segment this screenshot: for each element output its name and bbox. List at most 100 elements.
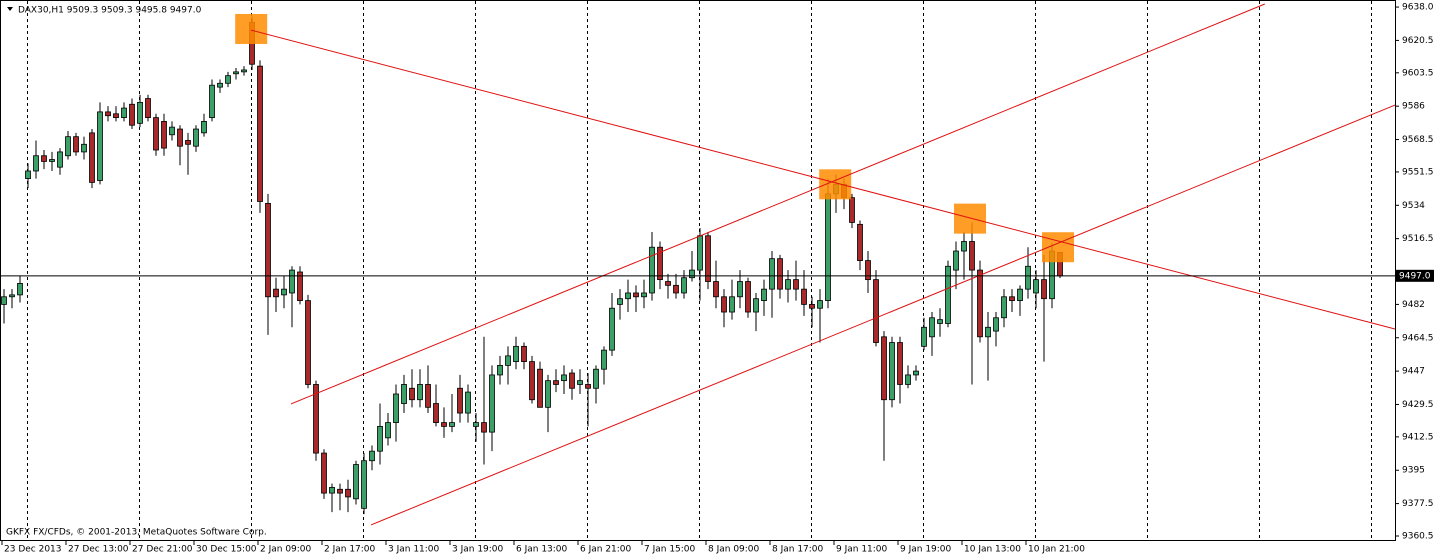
candle-body <box>217 82 223 88</box>
candle-body <box>1 296 7 305</box>
candle-body <box>505 355 511 366</box>
candle-body <box>17 283 23 296</box>
candle-body <box>593 368 599 389</box>
candle-body <box>177 128 183 147</box>
candle-body <box>737 281 743 298</box>
candle-body <box>889 342 895 401</box>
candle-body <box>305 300 311 385</box>
trend-line <box>290 3 1265 405</box>
candle-body <box>745 281 751 313</box>
x-tick-label: 7 Jan 15:00 <box>644 545 696 555</box>
candle-body <box>401 384 407 404</box>
candle-body <box>1041 279 1047 300</box>
candle-body <box>361 460 367 509</box>
trend-line <box>370 104 1396 526</box>
candle-body <box>409 387 415 401</box>
candle-body <box>817 300 823 309</box>
candle-body <box>953 250 959 271</box>
y-tick-label: 9395 <box>1402 466 1425 476</box>
candle-body <box>353 464 359 500</box>
candle-body <box>657 246 663 281</box>
candle-body <box>145 98 151 119</box>
candle-body <box>121 107 127 119</box>
candle-body <box>473 422 479 427</box>
candle-body <box>105 111 111 117</box>
candle-body <box>281 288 287 296</box>
candle-body <box>985 326 991 338</box>
candle-body <box>825 193 831 301</box>
candle-body <box>33 155 39 172</box>
candle-body <box>321 452 327 494</box>
plot-frame <box>0 0 1396 541</box>
y-tick-label: 9551.5 <box>1402 167 1434 177</box>
candle-body <box>977 269 983 338</box>
x-tick-label: 9 Jan 19:00 <box>900 545 952 555</box>
x-tick-label: 6 Jan 13:00 <box>516 545 568 555</box>
last-price-box <box>1396 269 1434 282</box>
y-tick-label: 9638.0 <box>1402 3 1434 13</box>
candle-body <box>193 128 199 147</box>
candle-body <box>625 292 631 300</box>
candle-body <box>513 345 519 362</box>
candle-body <box>153 117 159 151</box>
candle-body <box>313 384 319 454</box>
candle-body <box>25 170 31 180</box>
x-tick-label: 23 Dec 2013 <box>4 545 62 555</box>
candle-body <box>161 121 167 149</box>
y-tick-label: 9377.5 <box>1402 499 1434 509</box>
candle-body <box>9 294 15 298</box>
candle-body <box>561 374 567 382</box>
candle-body <box>617 298 623 305</box>
candle-body <box>241 69 247 73</box>
y-tick-label: 9568.5 <box>1402 135 1434 145</box>
candle-body <box>649 246 655 294</box>
candle-body <box>521 345 527 362</box>
candle-body <box>697 235 703 271</box>
last-price-label: 9497.0 <box>1399 271 1431 281</box>
candle-body <box>297 271 303 301</box>
candle-body <box>721 296 727 313</box>
y-tick-label: 9429.5 <box>1402 400 1434 410</box>
candle-body <box>73 136 79 153</box>
trend-line <box>250 29 1396 330</box>
x-tick-label: 8 Jan 17:00 <box>772 545 824 555</box>
candle-body <box>577 380 583 385</box>
candle-body <box>337 488 343 494</box>
candle-body <box>769 258 775 290</box>
candle-body <box>641 292 647 298</box>
x-tick-label: 3 Jan 19:00 <box>452 545 504 555</box>
candle-body <box>1033 279 1039 294</box>
y-tick-label: 9482 <box>1402 300 1425 310</box>
candle-body <box>713 281 719 298</box>
y-tick-label: 9586 <box>1402 102 1425 112</box>
candle-body <box>385 422 391 439</box>
candle-body <box>897 342 903 385</box>
candle-body <box>169 126 175 136</box>
candle-body <box>993 317 999 332</box>
x-tick-label: 30 Dec 15:00 <box>196 545 257 555</box>
candle-body <box>481 422 487 433</box>
candle-body <box>441 422 447 427</box>
candle-body <box>913 370 919 376</box>
candle-body <box>49 159 55 162</box>
candle-body <box>489 374 495 433</box>
candle-body <box>585 384 591 389</box>
candle-body <box>137 101 143 124</box>
x-tick-label: 27 Dec 21:00 <box>132 545 193 555</box>
x-tick-label: 6 Jan 21:00 <box>580 545 632 555</box>
candle-body <box>345 488 351 498</box>
candle-body <box>553 380 559 385</box>
candle-body <box>57 151 63 168</box>
candle-body <box>601 349 607 370</box>
candle-body <box>873 279 879 343</box>
candle-body <box>377 425 383 452</box>
candle-body <box>929 317 935 338</box>
candle-body <box>529 361 535 401</box>
chart-title: DAX30,H1 9509.3 9509.3 9495.8 9497.0 <box>18 6 202 16</box>
copyright: GKFX FX/CFDs, © 2001-2013, MetaQuotes So… <box>6 528 267 538</box>
candle-body <box>417 384 423 401</box>
x-tick-label: 9 Jan 11:00 <box>836 545 888 555</box>
x-tick-label: 27 Dec 13:00 <box>68 545 129 555</box>
candle-body <box>545 380 551 408</box>
